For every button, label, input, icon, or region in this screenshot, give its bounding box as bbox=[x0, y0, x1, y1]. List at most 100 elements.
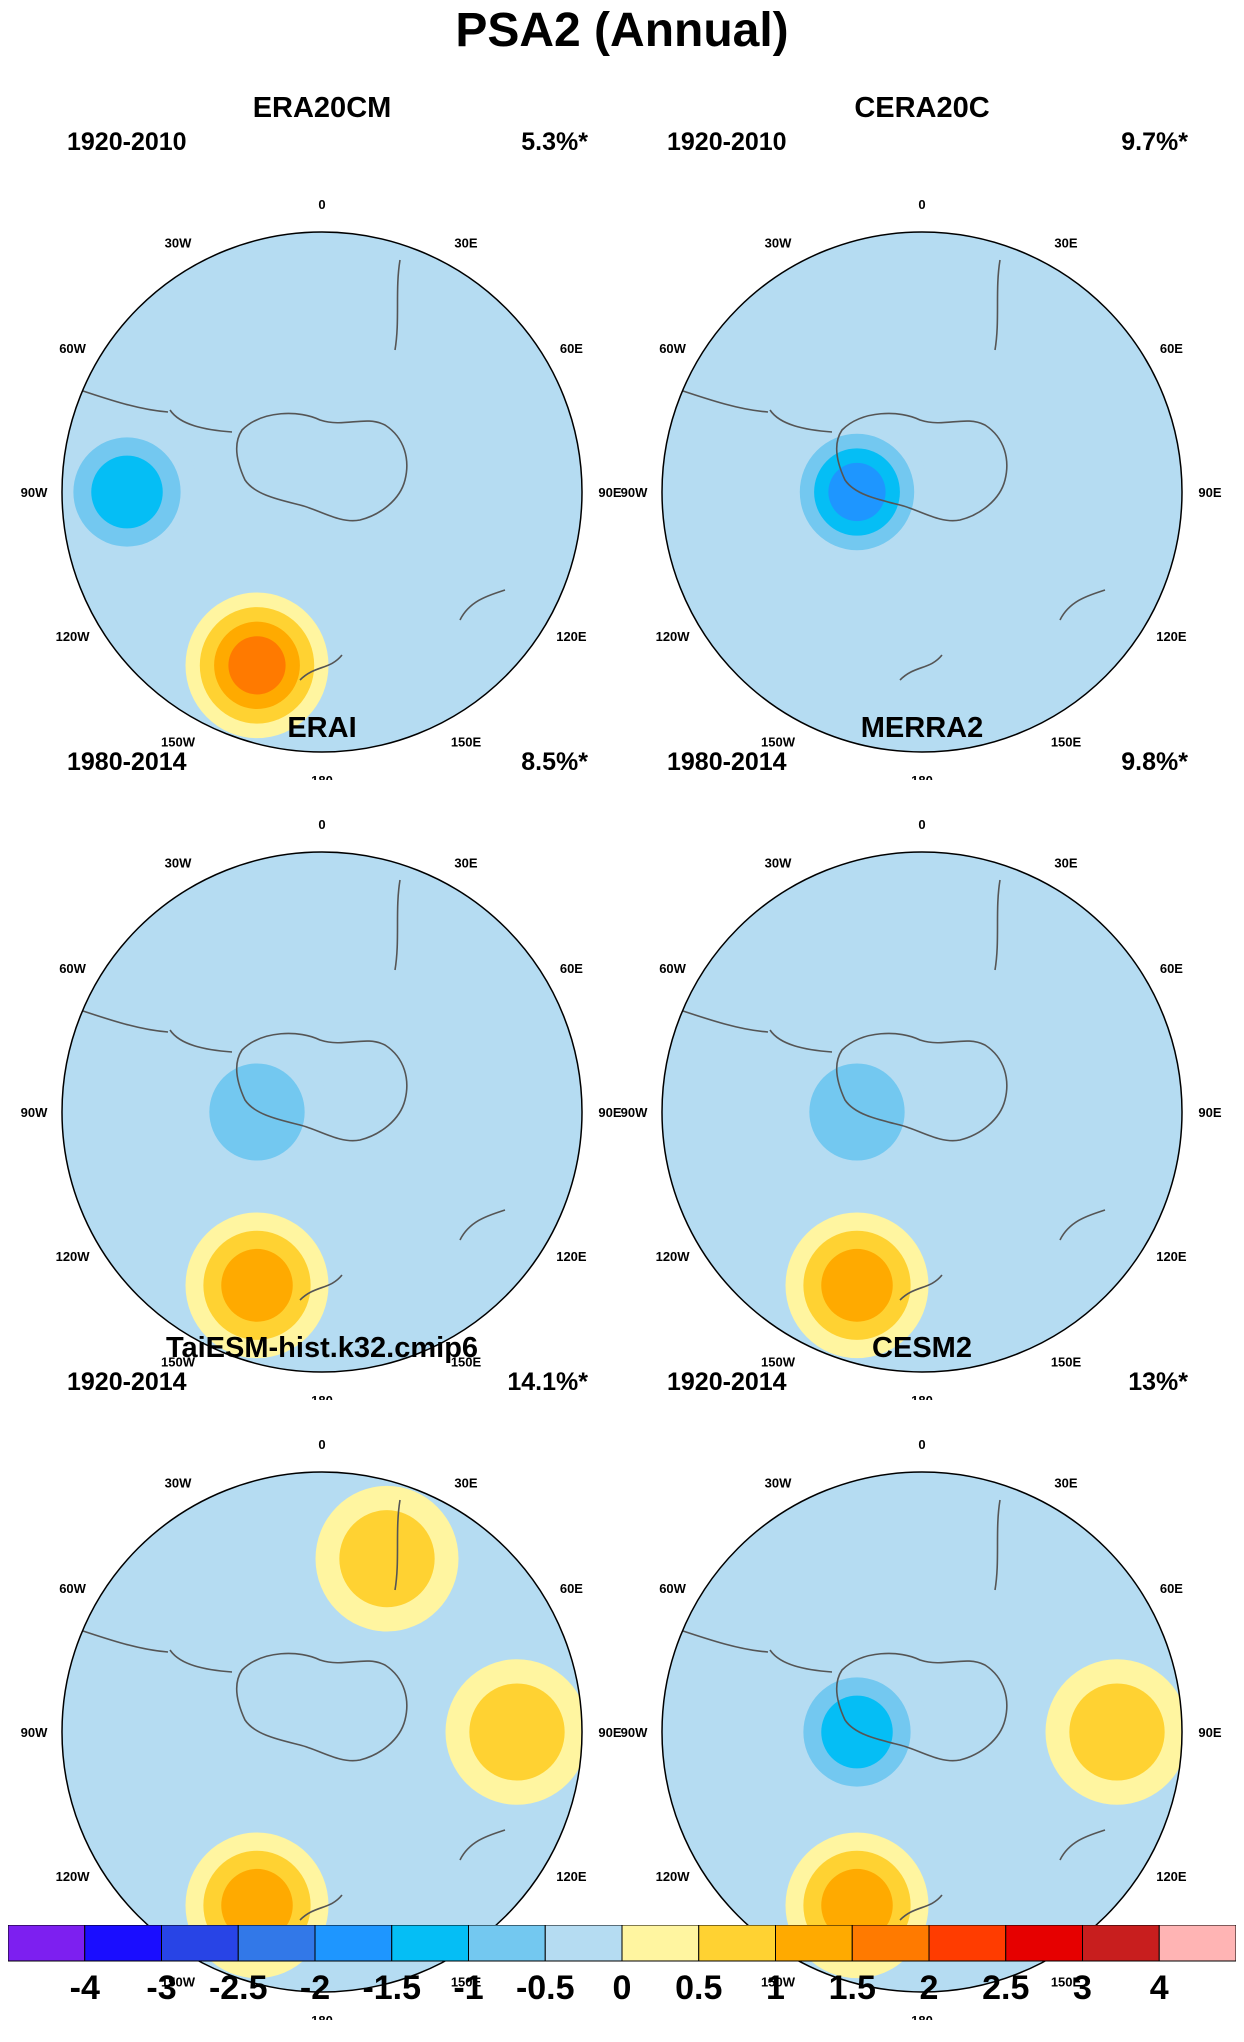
longitude-label: 150W bbox=[161, 1354, 196, 1369]
longitude-label: 150E bbox=[1051, 1974, 1082, 1989]
longitude-label: 90W bbox=[621, 1105, 648, 1120]
colorbar-tick-label: 0.5 bbox=[675, 1969, 723, 2007]
longitude-label: 150E bbox=[451, 1354, 482, 1369]
coastline bbox=[459, 1829, 506, 1861]
longitude-label: 150E bbox=[1051, 734, 1082, 749]
coastline bbox=[79, 1629, 169, 1653]
longitude-label: 60E bbox=[1160, 341, 1183, 356]
contour-blob bbox=[828, 462, 886, 522]
panel-explained-variance: 5.3%* bbox=[521, 128, 588, 156]
contour-blob bbox=[469, 1683, 565, 1781]
longitude-label: 120E bbox=[1156, 1869, 1187, 1884]
longitude-label: 180 bbox=[911, 1393, 933, 1400]
map-panel: 0 30E 60E 90E 120E 150E 180 150W 120W 90W 60W 30W CE… bbox=[600, 1320, 1222, 2020]
colorbar-swatch bbox=[1082, 1925, 1160, 1962]
colorbar-swatch bbox=[621, 1925, 700, 1962]
coastline bbox=[899, 1274, 943, 1301]
colorbar-swatch bbox=[391, 1925, 469, 1962]
longitude-label: 30W bbox=[165, 236, 192, 251]
contour-blob bbox=[209, 1063, 305, 1161]
longitude-label: 0 bbox=[918, 1437, 925, 1452]
contour-blob bbox=[228, 636, 286, 695]
panel-period: 1920-2010 bbox=[67, 128, 187, 156]
longitude-label: 30W bbox=[165, 1476, 192, 1491]
longitude-label: 150W bbox=[761, 1354, 796, 1369]
map-panel: 0 30E 60E 90E 120E 150E 180 150W 120W 90W 60W 30W ER… bbox=[0, 80, 622, 780]
longitude-label: 150W bbox=[761, 734, 796, 749]
coastline bbox=[769, 1029, 833, 1053]
longitude-label: 120W bbox=[56, 1249, 91, 1264]
coastline bbox=[899, 654, 943, 681]
map-panel: 0 30E 60E 90E 120E 150E 180 150W 120W 90W 60W 30W ER… bbox=[0, 700, 622, 1400]
coastline bbox=[835, 1652, 1008, 1762]
coastline bbox=[1059, 1829, 1106, 1861]
longitude-label: 60W bbox=[59, 341, 86, 356]
longitude-label: 120E bbox=[556, 629, 587, 644]
longitude-label: 30E bbox=[1054, 1476, 1077, 1491]
panel-period: 1980-2014 bbox=[667, 748, 787, 776]
longitude-label: 90E bbox=[598, 1725, 621, 1740]
panel-period: 1920-2010 bbox=[667, 128, 787, 156]
colorbar-swatch bbox=[775, 1925, 853, 1962]
coastline bbox=[394, 879, 401, 971]
coastline bbox=[459, 589, 506, 621]
coastline bbox=[169, 1029, 233, 1053]
panel-title: MERRA2 bbox=[860, 712, 984, 744]
panel-title: TaiESM-hist.k32.cmip6 bbox=[165, 1332, 479, 1364]
coastline bbox=[459, 1209, 506, 1241]
longitude-label: 0 bbox=[318, 817, 325, 832]
panel-period: 1980-2014 bbox=[67, 748, 187, 776]
colorbar-swatch bbox=[237, 1925, 316, 1962]
colorbar-tick-label: -4 bbox=[69, 1969, 100, 2007]
colorbar-swatch bbox=[544, 1925, 623, 1962]
longitude-label: 120E bbox=[556, 1869, 587, 1884]
map-background bbox=[62, 232, 582, 752]
longitude-label: 150W bbox=[761, 1974, 796, 1989]
longitude-label: 60E bbox=[1160, 1581, 1183, 1596]
longitude-label: 150E bbox=[451, 734, 482, 749]
longitude-label: 120E bbox=[556, 1249, 587, 1264]
coastline bbox=[79, 1009, 169, 1033]
longitude-label: 180 bbox=[911, 773, 933, 780]
coastline bbox=[994, 1499, 1001, 1591]
longitude-label: 120E bbox=[1156, 1249, 1187, 1264]
colorbar: -4 -3 -2.5 -2 -1.5 -1 -0.5 0 0.5 1 1.5 2 2.5 3 4 bbox=[8, 1925, 1236, 2037]
colorbar-tick-label: 1 bbox=[766, 1969, 785, 2007]
longitude-label: 120W bbox=[56, 629, 91, 644]
longitude-label: 90W bbox=[621, 485, 648, 500]
colorbar-swatch bbox=[928, 1925, 1007, 1962]
longitude-label: 90W bbox=[621, 1725, 648, 1740]
coastline bbox=[994, 879, 1001, 971]
longitude-label: 120W bbox=[656, 1869, 691, 1884]
polar-map: 0 30E 60E 90E 120E 150E 180 150W 120W 90W 60W 30W bbox=[621, 817, 1222, 1400]
longitude-label: 60E bbox=[560, 341, 583, 356]
polar-map: 0 30E 60E 90E 120E 150E 180 150W 120W 90W 60W 30W bbox=[621, 197, 1222, 780]
longitude-label: 60E bbox=[560, 961, 583, 976]
colorbar-labels: -4 -3 -2.5 -2 -1.5 -1 -0.5 0 0.5 1 1.5 2 2.5 3 4 bbox=[8, 1969, 1236, 2029]
longitude-label: 120E bbox=[1156, 629, 1187, 644]
longitude-label: 90W bbox=[21, 485, 48, 500]
coastline bbox=[235, 1032, 408, 1142]
map-border bbox=[661, 851, 1183, 1373]
map-border bbox=[661, 1471, 1183, 1993]
longitude-label: 60W bbox=[659, 961, 686, 976]
colorbar-swatch bbox=[851, 1925, 930, 1962]
colorbar-tick-label: -2.5 bbox=[208, 1969, 268, 2007]
coastline bbox=[769, 1649, 833, 1673]
longitude-label: 90E bbox=[1198, 1105, 1221, 1120]
colorbar-swatch bbox=[314, 1925, 393, 1962]
polar-map: 0 30E 60E 90E 120E 150E 180 150W 120W 90W 60W 30W bbox=[621, 1437, 1222, 2020]
colorbar-tick-label: -0.5 bbox=[515, 1969, 575, 2007]
longitude-label: 60W bbox=[659, 341, 686, 356]
longitude-label: 60W bbox=[59, 1581, 86, 1596]
coastline bbox=[235, 412, 408, 522]
colorbar-tick-label: 0 bbox=[612, 1969, 632, 2007]
panel-title: ERAI bbox=[287, 712, 357, 744]
colorbar-swatch bbox=[468, 1925, 546, 1962]
panel-period: 1920-2014 bbox=[667, 1368, 787, 1396]
contour-blob bbox=[821, 1868, 893, 1942]
colorbar-tick-label: -1 bbox=[453, 1969, 484, 2007]
panel-explained-variance: 9.8%* bbox=[1121, 748, 1188, 776]
longitude-label: 120W bbox=[656, 1249, 691, 1264]
longitude-label: 30E bbox=[454, 236, 477, 251]
